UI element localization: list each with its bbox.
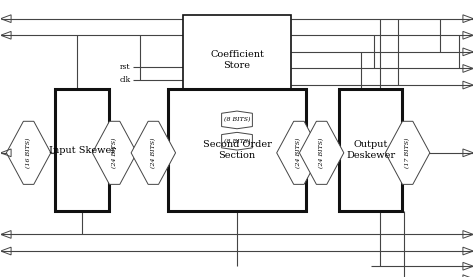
FancyBboxPatch shape bbox=[168, 89, 306, 211]
Text: (24 BITS): (24 BITS) bbox=[296, 138, 301, 168]
Text: (24 BITS): (24 BITS) bbox=[151, 138, 156, 168]
Text: Input Skewer: Input Skewer bbox=[49, 146, 116, 155]
Polygon shape bbox=[222, 132, 252, 150]
FancyBboxPatch shape bbox=[338, 89, 402, 211]
Polygon shape bbox=[92, 121, 137, 184]
Polygon shape bbox=[222, 111, 252, 129]
FancyBboxPatch shape bbox=[182, 14, 292, 106]
Text: Output
Deskewer: Output Deskewer bbox=[346, 140, 395, 160]
Text: rst: rst bbox=[120, 63, 131, 71]
Text: (24 BITS): (24 BITS) bbox=[112, 138, 117, 168]
Text: (8 BITS): (8 BITS) bbox=[224, 117, 250, 123]
Text: (8 BITS): (8 BITS) bbox=[224, 139, 250, 144]
Text: (16 BITS): (16 BITS) bbox=[26, 138, 31, 168]
Polygon shape bbox=[300, 121, 344, 184]
Text: (17 BITS): (17 BITS) bbox=[405, 138, 410, 168]
Polygon shape bbox=[6, 121, 51, 184]
Text: Coefficient
Store: Coefficient Store bbox=[210, 51, 264, 70]
Polygon shape bbox=[131, 121, 175, 184]
Text: clk: clk bbox=[119, 76, 131, 83]
Polygon shape bbox=[277, 121, 321, 184]
Text: Second Order
Section: Second Order Section bbox=[202, 140, 272, 160]
Polygon shape bbox=[385, 121, 430, 184]
FancyBboxPatch shape bbox=[55, 89, 109, 211]
Text: (24 BITS): (24 BITS) bbox=[319, 138, 324, 168]
